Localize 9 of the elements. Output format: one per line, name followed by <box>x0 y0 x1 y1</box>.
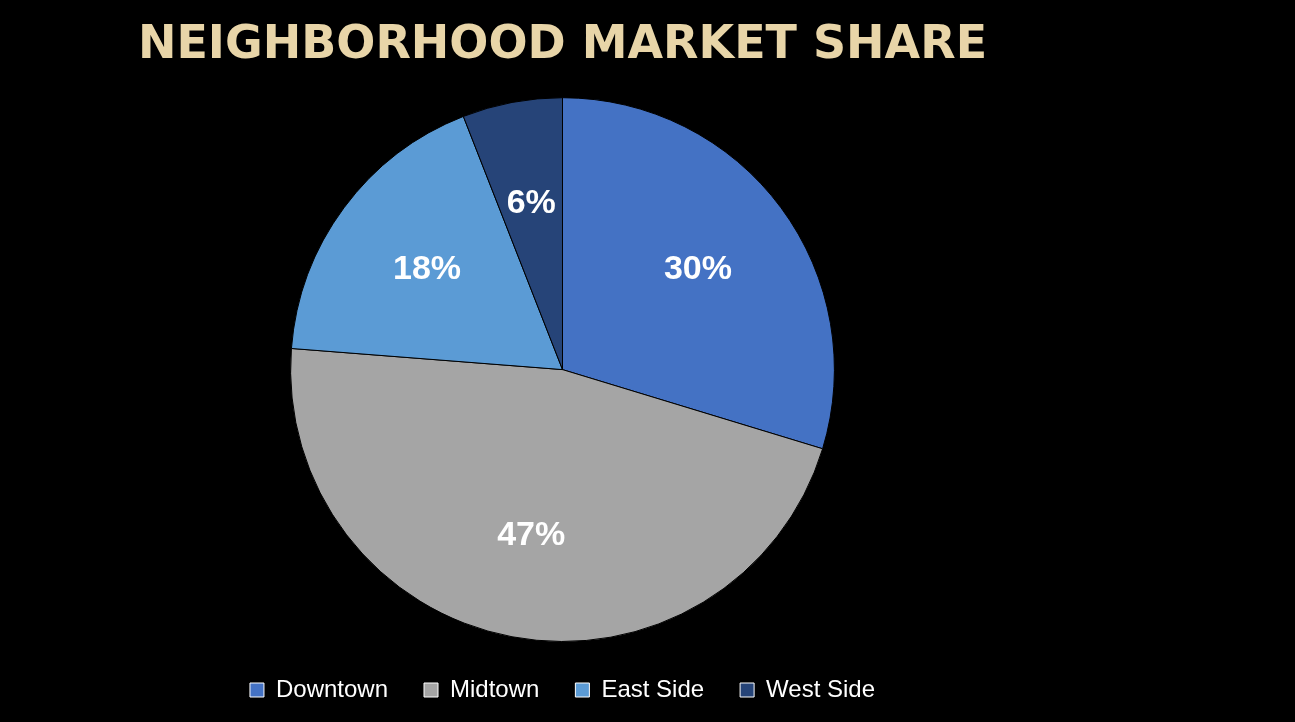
legend-label: East Side <box>601 674 705 702</box>
data-label: 30% <box>663 247 732 286</box>
data-label: 18% <box>393 247 462 286</box>
legend-label: Midtown <box>450 674 540 702</box>
chart-title: NEIGHBORHOOD MARKET SHARE <box>137 14 988 69</box>
data-label: 6% <box>506 182 556 221</box>
legend-label: West Side <box>766 674 876 702</box>
legend-label: Downtown <box>275 674 389 702</box>
data-label: 47% <box>497 513 566 552</box>
